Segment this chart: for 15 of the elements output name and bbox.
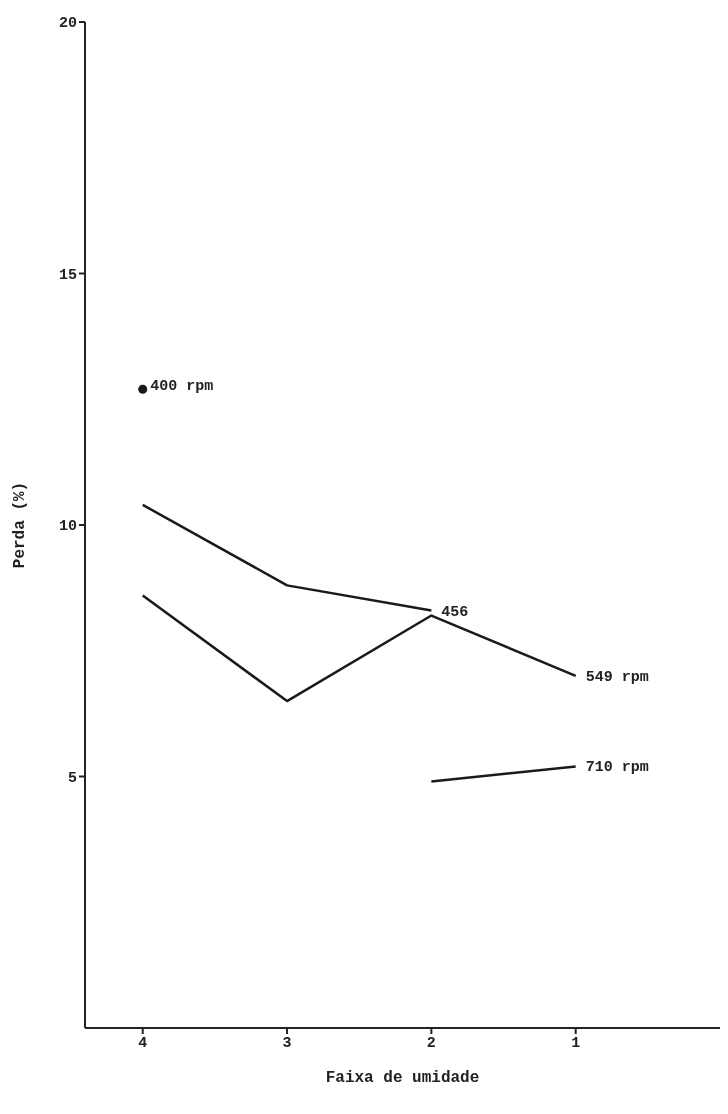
y-tick-label: 5 xyxy=(67,769,77,787)
x-axis-title: Faixa de umidade xyxy=(325,1069,480,1087)
x-tick-label: 1 xyxy=(571,1034,581,1052)
series-label: 549 rpm xyxy=(585,668,649,686)
x-tick-label: 2 xyxy=(426,1034,436,1052)
x-tick-label: 3 xyxy=(282,1034,292,1052)
series-label: 456 xyxy=(441,603,469,621)
line-series xyxy=(141,594,577,703)
series-label: 710 rpm xyxy=(585,759,649,777)
y-tick-label: 15 xyxy=(58,266,77,284)
x-tick-label: 4 xyxy=(138,1034,148,1052)
series-label: 400 rpm xyxy=(150,377,214,395)
y-tick-label: 20 xyxy=(58,15,77,33)
y-axis-title: Perda (%) xyxy=(10,481,29,569)
y-tick-label: 10 xyxy=(58,518,77,536)
